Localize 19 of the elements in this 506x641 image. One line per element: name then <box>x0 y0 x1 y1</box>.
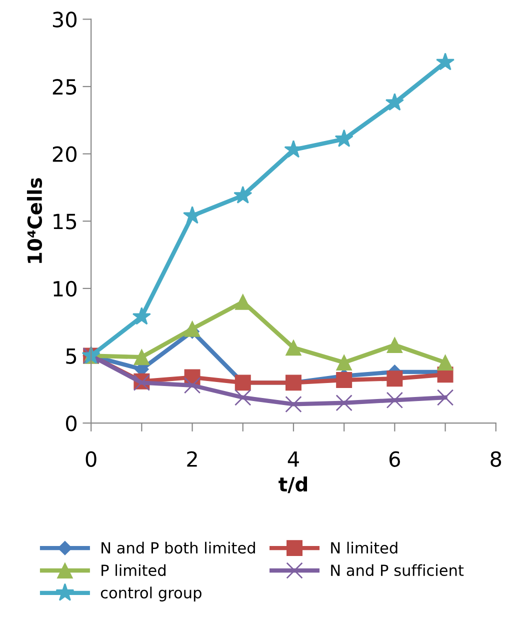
y-tick-label: 15 <box>54 214 76 230</box>
x-tick-label: 0 <box>86 451 96 467</box>
y-tick-label: 10 <box>54 280 76 297</box>
y-tick-label: 5 <box>66 348 76 364</box>
y-tick-label: 20 <box>52 146 76 162</box>
x-tick-label: 6 <box>390 451 400 467</box>
y-tick-label: 25 <box>52 78 76 95</box>
y-axis-title: 10⁴Cells <box>27 178 42 263</box>
legend-label: N limited <box>331 542 398 554</box>
legend-label: P limited <box>102 564 166 576</box>
x-tick-label: 8 <box>490 451 502 467</box>
y-tick-label: 30 <box>52 12 76 28</box>
legend-label: control group <box>100 586 202 602</box>
legend-label: N and P sufficient <box>331 564 464 576</box>
y-tick-label: 0 <box>66 416 76 432</box>
x-axis-title: t/d <box>278 476 308 494</box>
x-tick-label: 4 <box>288 451 299 467</box>
x-tick-label: 2 <box>187 451 197 467</box>
legend-label: N and P both limited <box>102 542 255 554</box>
